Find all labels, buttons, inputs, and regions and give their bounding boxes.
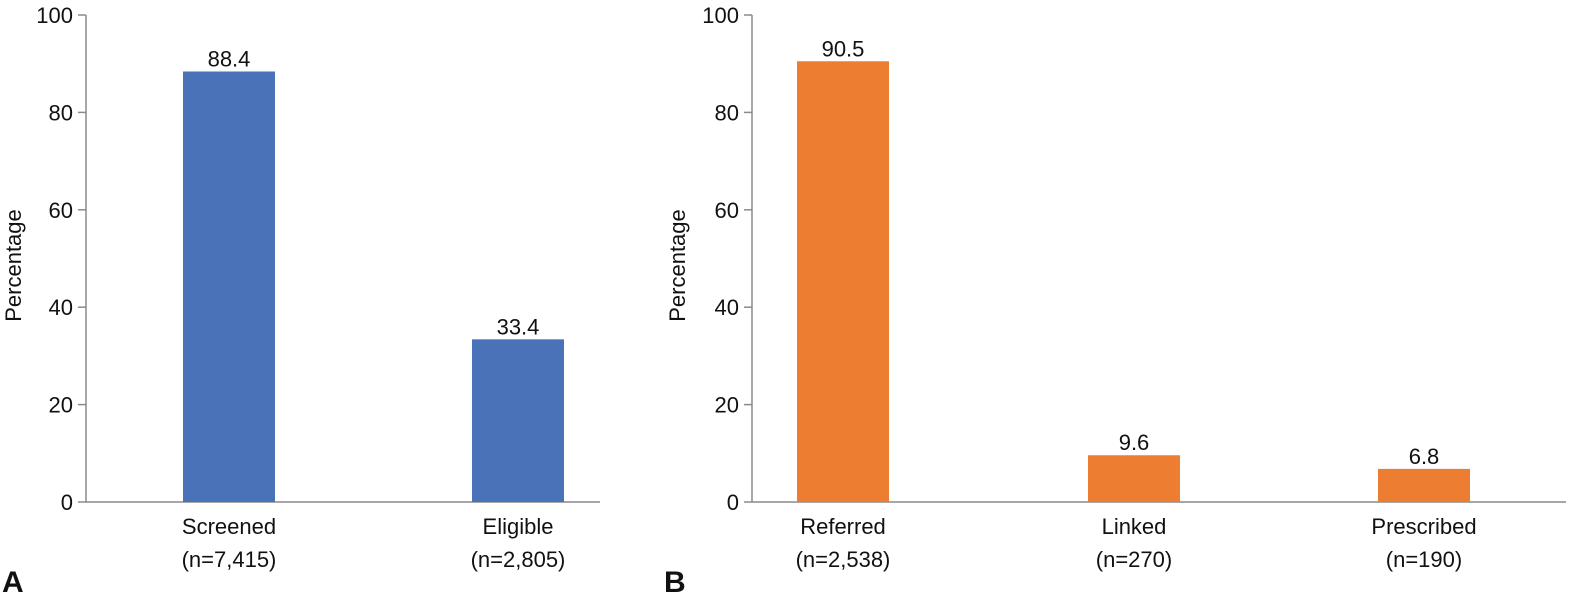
bar-linked xyxy=(1088,455,1180,502)
bar-eligible xyxy=(472,339,564,502)
y-tick-label: 0 xyxy=(61,490,73,515)
x-tick-label: Prescribed xyxy=(1371,514,1476,539)
x-tick-count-label: (n=7,415) xyxy=(182,547,277,572)
y-tick-label: 40 xyxy=(715,295,739,320)
data-label: 6.8 xyxy=(1409,444,1440,469)
y-tick-label: 60 xyxy=(49,198,73,223)
x-tick-count-label: (n=270) xyxy=(1096,547,1172,572)
x-tick-count-label: (n=190) xyxy=(1386,547,1462,572)
chart-panel-a: 0 20 40 60 80 100 Percentage 88.4 Screened (n=7,4… xyxy=(1,3,600,599)
y-axis-title: Percentage xyxy=(1,209,26,322)
chart-panel-b: 0 20 40 60 80 100 Percentage 90.5 Referred (n=2,5… xyxy=(664,3,1566,599)
y-tick-label: 0 xyxy=(727,490,739,515)
y-tick-label: 40 xyxy=(49,295,73,320)
y-axis-title: Percentage xyxy=(665,209,690,322)
panel-letter: A xyxy=(2,566,24,599)
bar-screened xyxy=(183,71,275,502)
x-tick-label: Referred xyxy=(800,514,886,539)
y-tick-label: 80 xyxy=(715,100,739,125)
y-tick-label: 20 xyxy=(715,393,739,418)
data-label: 9.6 xyxy=(1119,430,1150,455)
y-tick-label: 60 xyxy=(715,198,739,223)
data-label: 33.4 xyxy=(497,314,540,339)
y-tick-label: 100 xyxy=(36,3,73,28)
x-tick-label: Linked xyxy=(1102,514,1167,539)
y-tick-label: 100 xyxy=(702,3,739,28)
x-tick-label: Screened xyxy=(182,514,276,539)
data-label: 88.4 xyxy=(208,46,251,71)
x-tick-count-label: (n=2,805) xyxy=(471,547,566,572)
y-tick-label: 80 xyxy=(49,100,73,125)
y-tick-label: 20 xyxy=(49,393,73,418)
x-tick-label: Eligible xyxy=(483,514,554,539)
data-label: 90.5 xyxy=(822,36,865,61)
bar-prescribed xyxy=(1378,468,1470,502)
panel-letter: B xyxy=(664,566,686,599)
bar-referred xyxy=(797,61,889,502)
x-tick-count-label: (n=2,538) xyxy=(796,547,891,572)
